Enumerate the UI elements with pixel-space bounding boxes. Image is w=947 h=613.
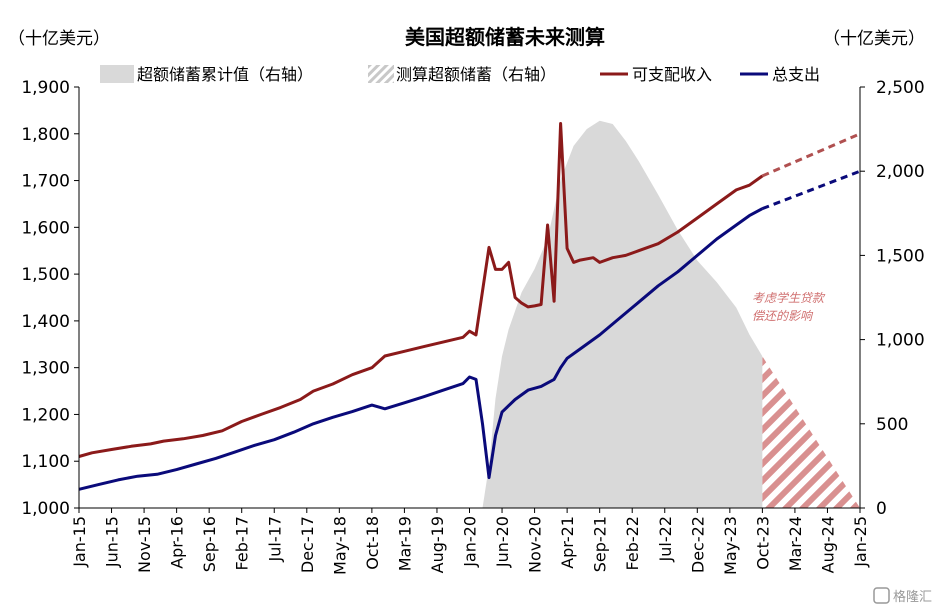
legend-label-excess-savings: 超额储蓄累计值（右轴） bbox=[137, 65, 313, 84]
x-tick-label: Jun-15 bbox=[103, 516, 122, 568]
x-tick-label: Dec-17 bbox=[298, 516, 317, 573]
x-tick-label: Feb-17 bbox=[233, 516, 252, 570]
x-tick-label: Feb-22 bbox=[623, 516, 642, 570]
x-tick-label: Oct-23 bbox=[753, 516, 772, 570]
right-axis: 0 500 1,000 1,500 2,000 2,500 bbox=[860, 78, 925, 519]
legend-swatch-forecast-savings bbox=[368, 65, 394, 83]
x-tick-label: Nov-15 bbox=[135, 516, 154, 573]
left-tick-label: 1,000 bbox=[21, 499, 70, 519]
x-tick-label: Mar-19 bbox=[395, 516, 414, 571]
excess-savings-layer bbox=[469, 120, 860, 508]
x-tick-label: Jan-20 bbox=[461, 516, 480, 568]
left-tick-label: 1,800 bbox=[21, 125, 70, 145]
excess-savings-area bbox=[469, 120, 763, 508]
x-tick-label: Oct-18 bbox=[363, 516, 382, 570]
x-tick-label: May-18 bbox=[330, 516, 349, 575]
annotation-line-2: 偿还的影响 bbox=[752, 309, 814, 323]
left-tick-label: 1,300 bbox=[21, 359, 70, 379]
left-tick-label: 1,400 bbox=[21, 312, 70, 332]
left-tick-label: 1,700 bbox=[21, 172, 70, 192]
x-tick-label: Sep-21 bbox=[591, 516, 610, 572]
legend: 超额储蓄累计值（右轴） 测算超额储蓄（右轴） 可支配收入 总支出 bbox=[100, 65, 820, 84]
left-tick-label: 1,900 bbox=[21, 78, 70, 98]
watermark-text: 格隆汇 bbox=[893, 589, 932, 605]
right-axis-unit: （十亿美元） bbox=[823, 29, 925, 49]
right-tick-label: 500 bbox=[876, 415, 908, 435]
income-forecast-line bbox=[761, 132, 861, 178]
legend-swatch-excess-savings bbox=[100, 65, 134, 83]
income-line bbox=[78, 122, 764, 458]
left-axis-unit: （十亿美元） bbox=[8, 29, 110, 49]
x-tick-label: Jul-22 bbox=[656, 516, 675, 562]
annotation-line-1: 考虑学生贷款 bbox=[752, 291, 826, 305]
left-tick-label: 1,600 bbox=[21, 218, 70, 238]
legend-label-spending: 总支出 bbox=[772, 65, 820, 84]
chart-title: 美国超额储蓄未来测算 bbox=[405, 25, 605, 49]
right-tick-label: 2,500 bbox=[876, 78, 925, 98]
right-tick-label: 1,500 bbox=[876, 246, 925, 266]
right-tick-label: 0 bbox=[876, 499, 887, 519]
forecast-savings-area bbox=[762, 356, 860, 508]
x-tick-label: Jun-20 bbox=[493, 516, 512, 568]
x-tick-label: Mar-24 bbox=[786, 516, 805, 571]
left-axis: 1,000 1,100 1,200 1,300 1,400 1,500 1,600 1,700… bbox=[21, 78, 79, 519]
left-tick-label: 1,200 bbox=[21, 405, 70, 425]
x-tick-label: Jul-17 bbox=[265, 516, 284, 562]
x-tick-label: Sep-16 bbox=[200, 516, 219, 572]
right-tick-label: 2,000 bbox=[876, 162, 925, 182]
watermark-logo-icon bbox=[873, 587, 890, 604]
left-tick-label: 1,500 bbox=[21, 265, 70, 285]
legend-label-income: 可支配收入 bbox=[632, 65, 712, 84]
legend-label-forecast-savings: 测算超额储蓄（右轴） bbox=[396, 65, 556, 84]
x-tick-label: Jan-25 bbox=[851, 516, 870, 568]
x-tick-label: Aug-19 bbox=[428, 516, 447, 573]
line-layer bbox=[78, 122, 861, 491]
x-tick-label: Apr-21 bbox=[558, 516, 577, 569]
x-axis: Jan-15 Jun-15 Nov-15 Apr-16 Sep-16 Feb-17 Jul-… bbox=[70, 508, 870, 575]
x-tick-label: Jan-15 bbox=[70, 516, 89, 568]
x-tick-label: Aug-24 bbox=[818, 516, 837, 573]
right-tick-label: 1,000 bbox=[876, 331, 925, 351]
spending-line bbox=[78, 207, 764, 491]
x-tick-label: May-23 bbox=[721, 516, 740, 575]
x-tick-label: Nov-20 bbox=[526, 516, 545, 573]
left-tick-label: 1,100 bbox=[21, 452, 70, 472]
watermark: 格隆汇 bbox=[873, 587, 932, 605]
spending-forecast-line bbox=[761, 169, 861, 211]
x-tick-label: Apr-16 bbox=[168, 516, 187, 569]
annotation: 考虑学生贷款 偿还的影响 bbox=[752, 291, 826, 323]
x-tick-label: Dec-22 bbox=[688, 516, 707, 573]
